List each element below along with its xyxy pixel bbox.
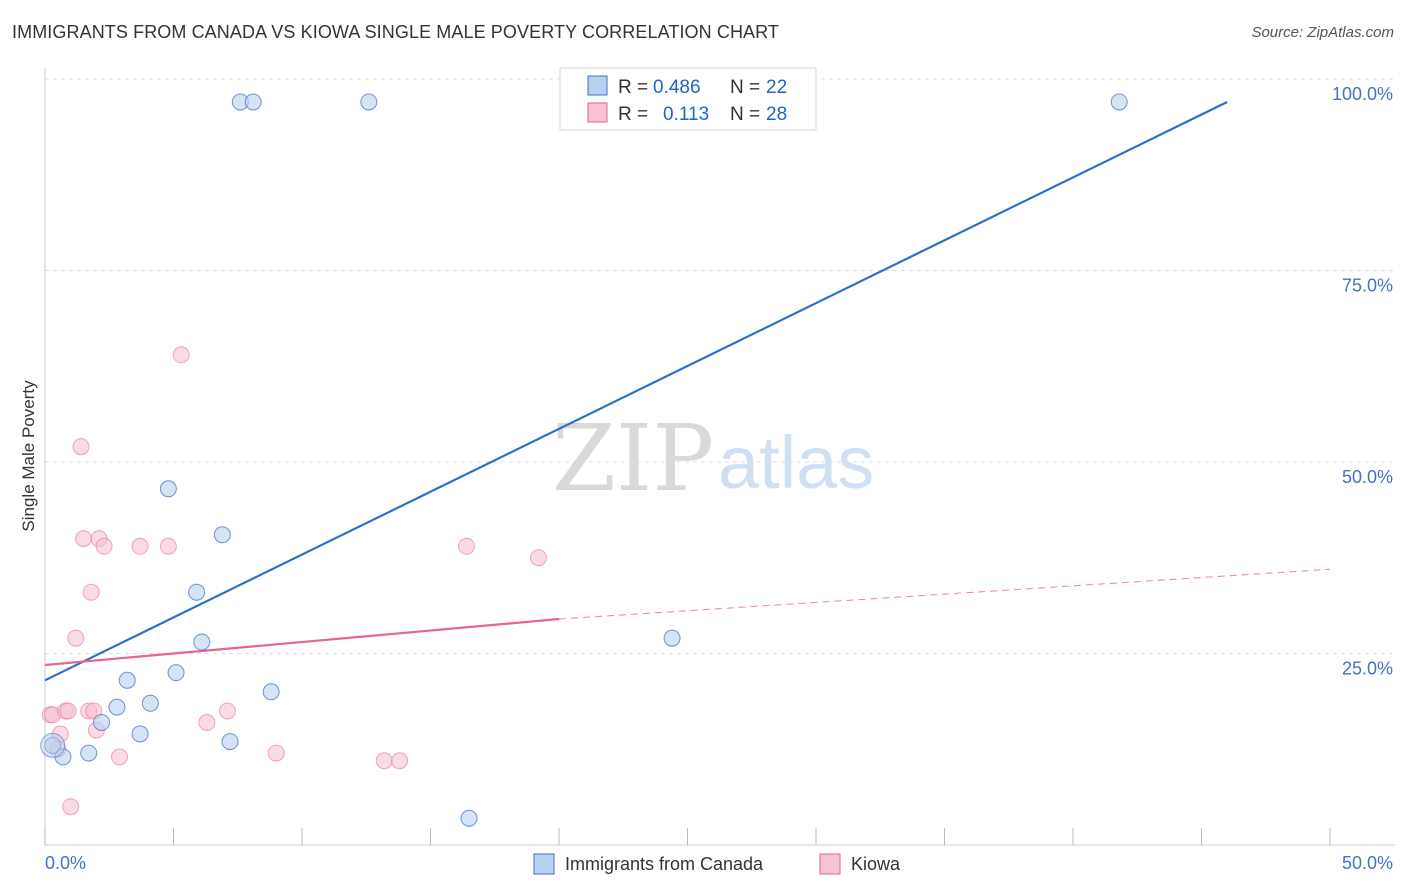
- point-canada: [213, 526, 231, 544]
- bottom-legend: Immigrants from Canada Kiowa: [533, 853, 901, 875]
- legend-box: R = 0.486 N = 22 R = 0.113 N = 28: [559, 67, 817, 131]
- point-kiowa: [375, 752, 393, 770]
- point-kiowa: [95, 537, 113, 555]
- trend-line-kiowa-extension: [558, 568, 1331, 620]
- bottom-legend-label-canada: Immigrants from Canada: [565, 854, 764, 874]
- legend-swatch-blue: [587, 75, 608, 96]
- point-canada: [131, 725, 149, 743]
- watermark-zip: ZIP: [552, 405, 714, 512]
- point-canada: [80, 744, 98, 762]
- legend-r-label-1: R =: [618, 77, 648, 98]
- watermark-atlas: atlas: [718, 421, 874, 504]
- point-canada: [663, 629, 681, 647]
- legend-r-value-2: 0.113: [663, 104, 709, 125]
- point-canada: [188, 583, 206, 601]
- points-layer: [40, 93, 1128, 827]
- y-axis-label: Single Male Poverty: [19, 380, 38, 532]
- point-canada: [221, 733, 239, 751]
- point-kiowa: [62, 798, 80, 816]
- point-kiowa: [267, 744, 285, 762]
- point-canada: [141, 694, 159, 712]
- x-tick-label: 50.0%: [1342, 853, 1393, 873]
- point-canada: [40, 732, 66, 758]
- point-canada: [460, 809, 478, 827]
- point-canada: [262, 683, 280, 701]
- point-canada: [244, 93, 262, 111]
- point-kiowa: [529, 549, 547, 567]
- legend-n-value-1: 22: [766, 77, 787, 98]
- point-kiowa: [67, 629, 85, 647]
- point-canada: [193, 633, 211, 651]
- y-tick-label: 75.0%: [1342, 276, 1393, 296]
- legend-swatch-pink: [587, 102, 608, 123]
- chart-title: IMMIGRANTS FROM CANADA VS KIOWA SINGLE M…: [12, 22, 780, 42]
- point-canada: [159, 480, 177, 498]
- y-tick-label: 50.0%: [1342, 467, 1393, 487]
- point-kiowa: [172, 346, 190, 364]
- point-kiowa: [59, 702, 77, 720]
- y-tick-label: 25.0%: [1342, 659, 1393, 679]
- legend-r-label-2: R =: [618, 104, 648, 125]
- point-canada: [360, 93, 378, 111]
- point-canada: [118, 671, 136, 689]
- y-tick-label: 100.0%: [1332, 84, 1393, 104]
- legend-n-value-2: 28: [766, 104, 787, 125]
- point-canada: [93, 713, 111, 731]
- point-kiowa: [131, 537, 149, 555]
- x-tick-label: 0.0%: [45, 853, 86, 873]
- point-canada: [108, 698, 126, 716]
- point-kiowa: [82, 583, 100, 601]
- point-canada: [167, 664, 185, 682]
- chart-source: Source: ZipAtlas.com: [1251, 24, 1394, 41]
- point-canada: [1110, 93, 1128, 111]
- legend-n-label-2: N =: [730, 104, 760, 125]
- bottom-legend-swatch-kiowa: [819, 853, 841, 875]
- point-kiowa: [75, 530, 93, 548]
- legend-n-label-1: N =: [730, 77, 760, 98]
- trend-line-kiowa: [44, 617, 560, 667]
- trend-layer: [44, 100, 1331, 682]
- point-kiowa: [72, 438, 90, 456]
- legend-r-value-1: 0.486: [653, 77, 701, 98]
- bottom-legend-label-kiowa: Kiowa: [851, 854, 901, 874]
- point-kiowa: [198, 713, 216, 731]
- ticks-layer: 25.0% 50.0% 75.0% 100.0% 0.0% 50.0%: [45, 84, 1393, 873]
- point-kiowa: [159, 537, 177, 555]
- trend-line-canada: [44, 100, 1228, 682]
- bottom-legend-swatch-canada: [533, 853, 555, 875]
- point-kiowa: [391, 752, 409, 770]
- point-kiowa: [111, 748, 129, 766]
- point-kiowa: [457, 537, 475, 555]
- point-kiowa: [218, 702, 236, 720]
